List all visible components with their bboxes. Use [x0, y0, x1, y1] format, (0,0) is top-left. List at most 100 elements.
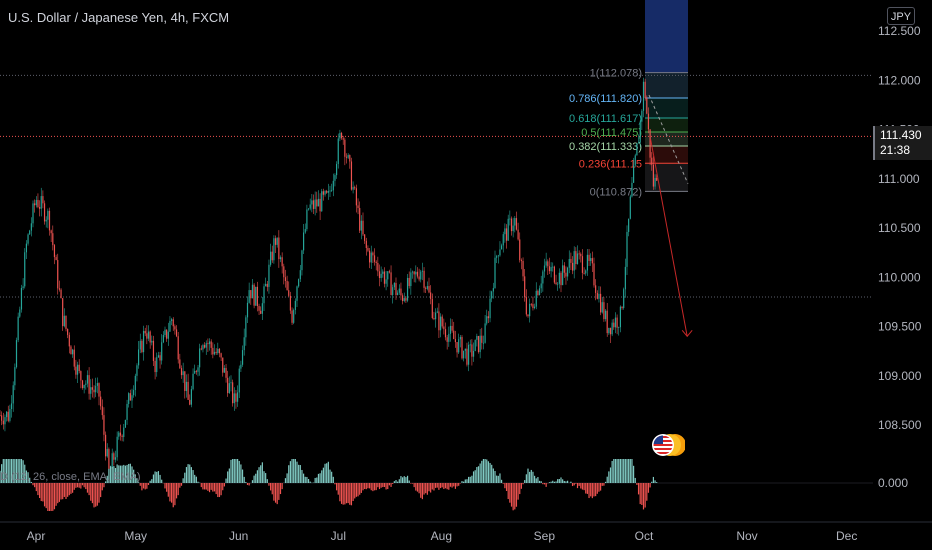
macd-bar [380, 483, 382, 488]
macd-bar [288, 465, 290, 483]
macd-bar [388, 483, 390, 486]
candle-body [22, 286, 24, 288]
candle-body [402, 295, 404, 302]
macd-bar [190, 467, 192, 483]
macd-bar [410, 483, 412, 484]
macd-bar [354, 483, 356, 499]
macd-bar [413, 483, 415, 488]
candle-body [568, 258, 570, 268]
candle-body [281, 257, 283, 267]
candle-body [603, 302, 605, 320]
macd-bar [182, 478, 184, 483]
candle-body [268, 264, 270, 287]
candle-body [113, 453, 115, 460]
macd-bar [468, 476, 470, 483]
candle-body [641, 110, 643, 122]
candle-body [96, 383, 98, 386]
macd-bar [629, 459, 631, 483]
candle-body [83, 384, 85, 389]
macd-bar [212, 483, 214, 492]
macd-bar [487, 461, 489, 483]
macd-bar [70, 483, 72, 494]
candle-body [433, 318, 435, 320]
macd-bar [180, 483, 183, 486]
candle-body [164, 329, 166, 336]
macd-bar [334, 483, 336, 485]
projection-arrow [648, 94, 693, 338]
macd-bar [387, 483, 389, 490]
candle-body [606, 310, 608, 334]
macd-bar [245, 481, 247, 483]
candle-body [172, 319, 174, 327]
candle-body [42, 196, 44, 204]
macd-bar [613, 459, 615, 483]
fibonacci-retracement[interactable]: 1(112.078) 0.786(111.820) 0.618(111.617) 0.… [569, 0, 688, 198]
candle-body [633, 165, 635, 183]
macd-bar [296, 461, 298, 483]
candle-body [123, 427, 125, 437]
candle-body [496, 256, 498, 258]
macd-bar [616, 459, 618, 483]
macd-bar [93, 483, 95, 508]
macd-bar [276, 483, 278, 505]
macd-bar [571, 483, 574, 487]
candle-body [608, 327, 610, 334]
candle-body [588, 254, 590, 261]
candle-body [527, 314, 529, 317]
candle-body [339, 132, 341, 139]
macd-bar [47, 483, 49, 511]
candle-body [530, 303, 532, 305]
candle-body [253, 284, 255, 306]
candle-body [65, 315, 67, 329]
time-axis[interactable]: Apr May Jun Jul Aug Sep Oct Nov Dec [0, 521, 932, 543]
macd-bar [340, 483, 343, 504]
price-axis[interactable]: 112.500112.000111.500111.000110.500110.0… [878, 24, 922, 490]
macd-bar [486, 459, 488, 483]
candle-body [324, 191, 326, 195]
candle-body [52, 233, 54, 246]
macd-bar [448, 483, 450, 490]
candle-body [177, 336, 179, 360]
candle-body [454, 339, 456, 343]
candle-body [461, 337, 463, 359]
candle-body [644, 81, 646, 99]
candle-body [138, 349, 140, 366]
candle-body [459, 337, 461, 340]
price-tick-label: 112.500 [878, 24, 921, 38]
candle-body [468, 344, 470, 365]
candle-body [78, 364, 80, 372]
macd-bar [472, 471, 475, 483]
time-tick-label: Aug [431, 529, 452, 543]
macd-bar [81, 483, 84, 486]
candle-body [557, 283, 559, 285]
macd-bar [265, 473, 267, 483]
candle-body [425, 287, 427, 289]
us-flag-event-icon[interactable] [651, 432, 685, 458]
macd-bar [510, 483, 513, 507]
candle-body [514, 218, 516, 226]
macd-bar [17, 459, 19, 483]
candle-body [604, 310, 607, 320]
macd-bar [166, 483, 168, 492]
macd-bar [463, 481, 465, 483]
macd-bar [73, 483, 75, 490]
macd-bar [91, 483, 93, 504]
macd-bar [159, 474, 161, 483]
currency-button[interactable]: JPY [887, 7, 915, 25]
macd-bar [476, 467, 478, 483]
candle-body [522, 260, 524, 277]
candle-body [357, 205, 359, 209]
candle-body [580, 253, 582, 257]
candle-body [365, 240, 367, 249]
macd-bar [494, 470, 496, 483]
candle-body [243, 337, 245, 351]
macd-bar [449, 483, 452, 487]
candle-body [1, 415, 3, 421]
macd-bar [367, 483, 369, 489]
candle-body [570, 258, 572, 263]
macd-bar [646, 483, 648, 501]
macd-bar [241, 469, 244, 483]
candle-body [545, 261, 547, 266]
candle-body [377, 262, 379, 272]
